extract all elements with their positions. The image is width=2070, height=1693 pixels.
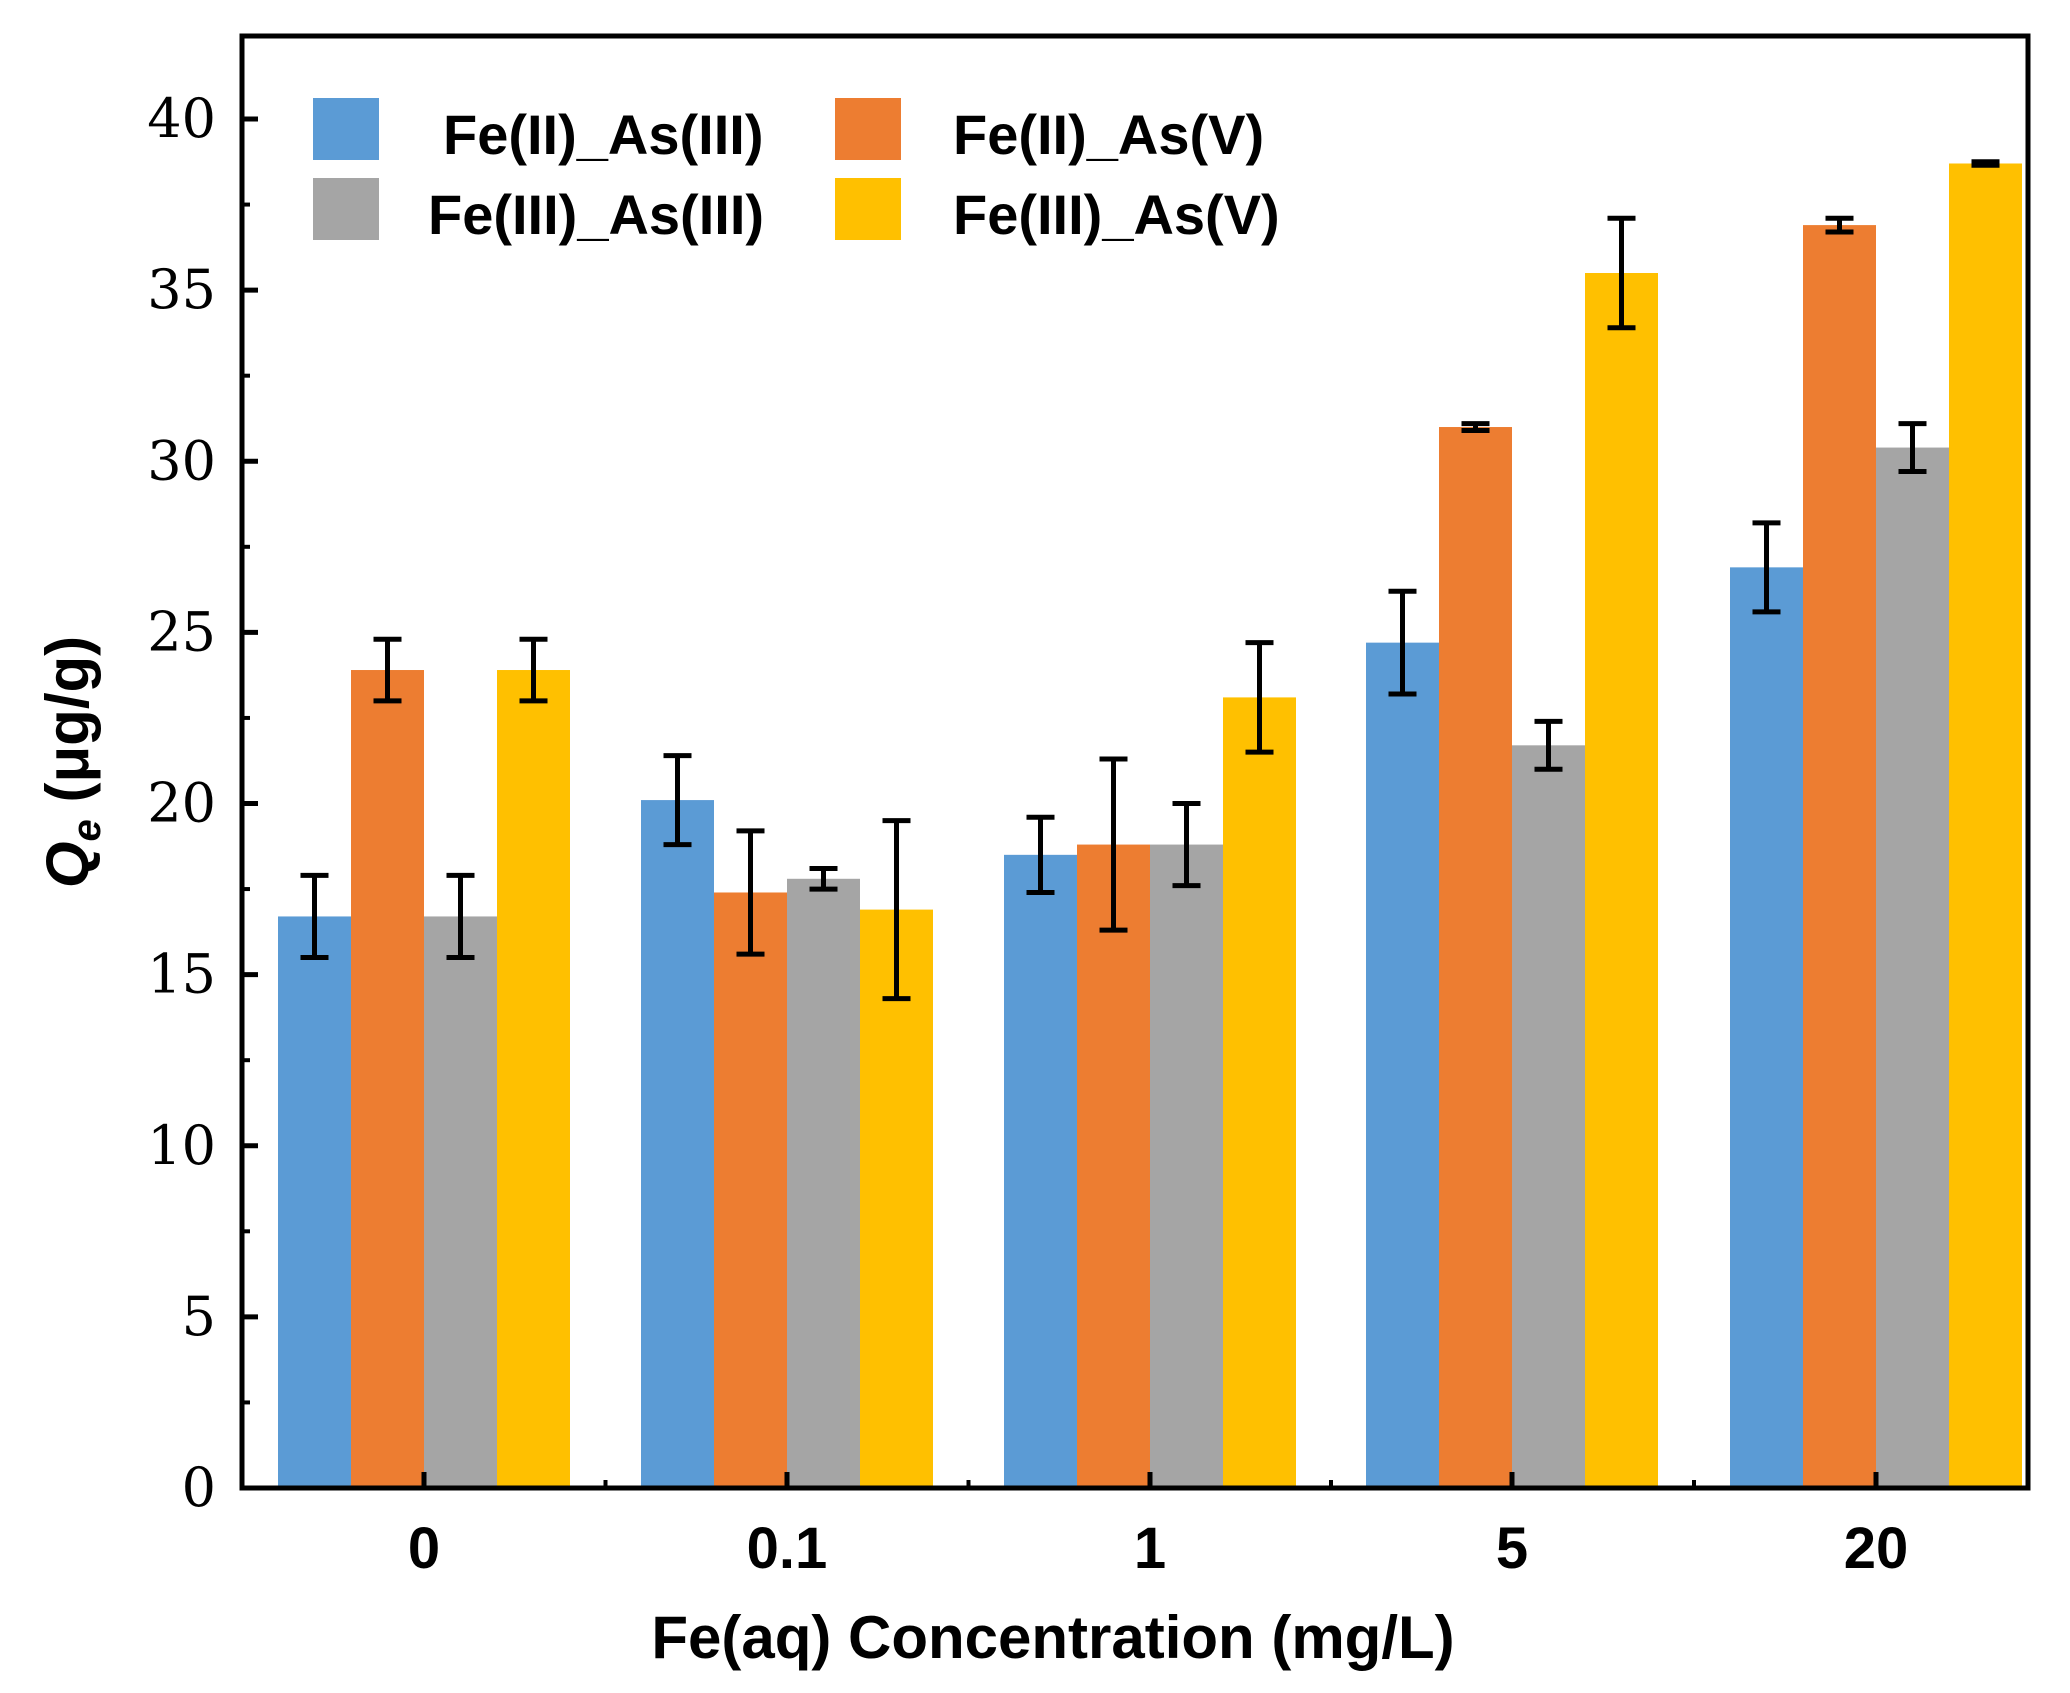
error-bar-series2-cat4 bbox=[1898, 421, 1927, 475]
error-bar-series0-cat2 bbox=[1026, 814, 1055, 895]
bar-series2-cat0 bbox=[424, 916, 497, 1488]
bar-series1-cat1 bbox=[714, 892, 787, 1488]
error-bar-series0-cat0 bbox=[300, 872, 329, 961]
bar-series2-cat3 bbox=[1512, 745, 1585, 1488]
y-tick-label-35: 35 bbox=[147, 258, 216, 321]
error-bar-series2-cat2 bbox=[1172, 801, 1201, 889]
error-bars-layer bbox=[300, 159, 2000, 1002]
legend-label-fe2-as3: Fe(II)_As(III) bbox=[443, 103, 763, 166]
bar-series1-cat4 bbox=[1803, 225, 1876, 1488]
bar-series2-cat1 bbox=[787, 878, 860, 1488]
error-bar-series3-cat3 bbox=[1607, 215, 1636, 331]
legend-label-fe3-as3: Fe(III)_As(III) bbox=[428, 183, 764, 246]
bar-series0-cat1 bbox=[641, 800, 714, 1488]
error-bar-series3-cat1 bbox=[882, 818, 911, 1002]
bar-series3-cat3 bbox=[1585, 273, 1658, 1489]
error-bar-series1-cat1 bbox=[736, 828, 765, 957]
x-tick-label-1: 0.1 bbox=[747, 1516, 828, 1581]
y-tick-label-10: 10 bbox=[147, 1114, 216, 1177]
error-bar-series2-cat1 bbox=[809, 866, 838, 892]
error-bar-series1-cat4 bbox=[1825, 215, 1854, 235]
x-axis: 0 0.1 1 5 20 bbox=[408, 1472, 1908, 1581]
legend-label-fe2-as5: Fe(II)_As(V) bbox=[953, 103, 1264, 166]
legend-label-fe3-as5: Fe(III)_As(V) bbox=[953, 183, 1280, 246]
x-tick-label-3: 5 bbox=[1496, 1516, 1528, 1581]
x-tick-label-0: 0 bbox=[408, 1516, 440, 1581]
error-bar-series1-cat0 bbox=[373, 636, 402, 704]
x-axis-title: Fe(aq) Concentration (mg/L) bbox=[651, 1604, 1454, 1671]
plot-frame bbox=[239, 33, 2031, 1491]
error-bar-series3-cat0 bbox=[519, 636, 548, 704]
error-bar-series3-cat2 bbox=[1245, 640, 1274, 755]
y-axis-title-main: Q bbox=[34, 841, 101, 888]
legend-swatch-fe3-as5 bbox=[835, 178, 901, 240]
bar-series1-cat3 bbox=[1439, 427, 1512, 1488]
bar-series0-cat0 bbox=[278, 916, 351, 1488]
y-tick-label-15: 15 bbox=[147, 943, 216, 1006]
y-tick-label-30: 30 bbox=[147, 429, 216, 492]
y-axis-title: Qe (μg/g) bbox=[34, 636, 109, 888]
bar-series2-cat2 bbox=[1150, 844, 1223, 1488]
x-tick-label-4: 20 bbox=[1844, 1516, 1909, 1581]
x-tick-label-2: 1 bbox=[1134, 1516, 1166, 1581]
bar-series1-cat2 bbox=[1077, 844, 1150, 1488]
error-bar-series2-cat3 bbox=[1534, 718, 1563, 772]
bar-series2-cat4 bbox=[1876, 447, 1949, 1488]
error-bar-series1-cat2 bbox=[1099, 756, 1128, 933]
bars-layer bbox=[278, 163, 2022, 1489]
y-tick-label-5: 5 bbox=[182, 1285, 216, 1348]
y-axis-title-sub: e bbox=[65, 819, 109, 841]
y-tick-label-40: 40 bbox=[147, 87, 216, 150]
bar-series3-cat1 bbox=[860, 909, 933, 1488]
y-axis-title-units: (μg/g) bbox=[34, 636, 101, 819]
y-axis: 0 5 10 15 20 25 30 35 40 bbox=[147, 87, 258, 1519]
y-tick-label-0: 0 bbox=[182, 1456, 216, 1519]
y-tick-label-20: 20 bbox=[147, 772, 216, 835]
bar-series1-cat0 bbox=[351, 670, 424, 1488]
bar-series0-cat2 bbox=[1004, 854, 1077, 1488]
bar-series3-cat2 bbox=[1223, 697, 1296, 1488]
error-bar-series2-cat0 bbox=[446, 872, 475, 961]
legend: Fe(II)_As(III) Fe(II)_As(V) Fe(III)_As(I… bbox=[313, 98, 1280, 246]
bar-series3-cat0 bbox=[497, 670, 570, 1488]
error-bar-series3-cat4 bbox=[1971, 159, 2000, 168]
bar-series3-cat4 bbox=[1949, 163, 2022, 1489]
error-bar-series1-cat3 bbox=[1461, 421, 1490, 433]
error-bar-series0-cat3 bbox=[1388, 588, 1417, 697]
bar-series0-cat4 bbox=[1730, 567, 1803, 1488]
error-bar-series0-cat4 bbox=[1752, 520, 1781, 615]
legend-swatch-fe2-as3 bbox=[313, 98, 379, 160]
legend-swatch-fe3-as3 bbox=[313, 178, 379, 240]
bar-series0-cat3 bbox=[1366, 642, 1439, 1488]
error-bar-series0-cat1 bbox=[663, 753, 692, 848]
legend-swatch-fe2-as5 bbox=[835, 98, 901, 160]
y-tick-label-25: 25 bbox=[147, 600, 216, 663]
